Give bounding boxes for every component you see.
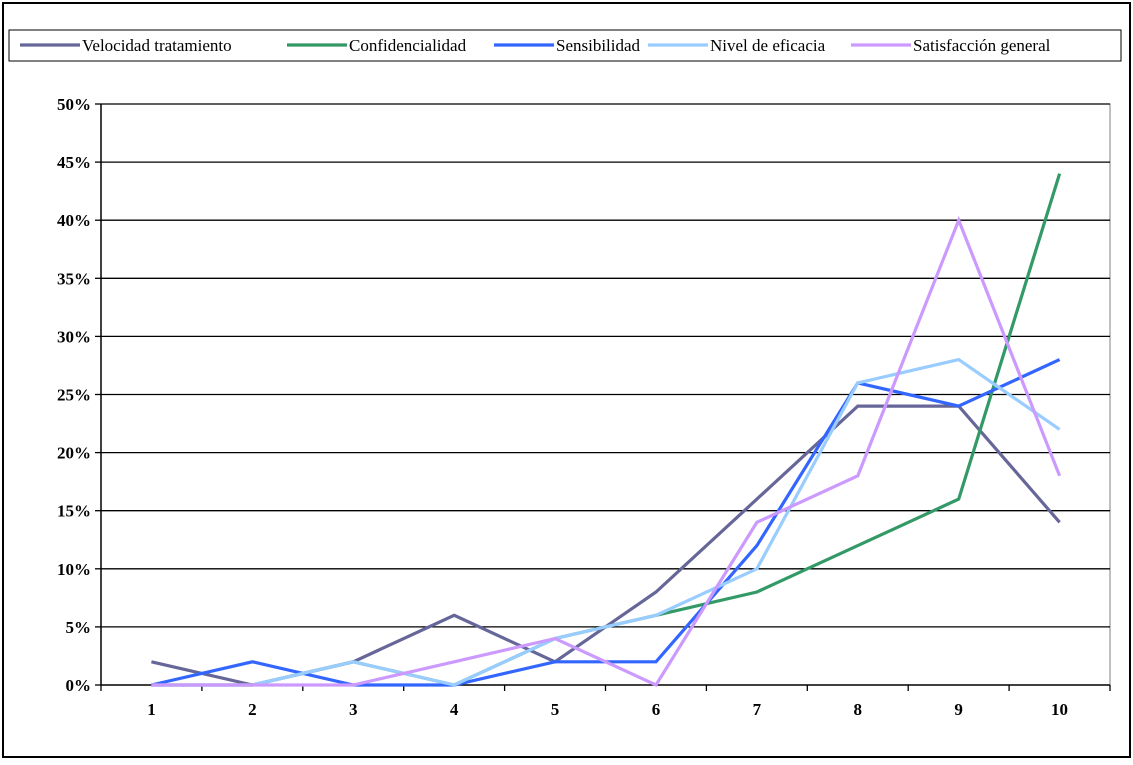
legend-box [8,29,1122,62]
y-tick-label: 40% [57,211,91,230]
x-tick-label: 10 [1051,700,1068,719]
x-tick-label: 7 [753,700,762,719]
y-tick-label: 0% [66,676,92,695]
y-tick-label: 25% [57,386,91,405]
x-tick-label: 9 [954,700,963,719]
y-axis: 0% 5% 10% 15% 20% 25% 30% 35% 40% 45% 50% [57,95,101,695]
x-tick-label: 5 [551,700,560,719]
y-tick-label: 30% [57,327,91,346]
y-tick-label: 15% [57,502,91,521]
x-axis: 1 2 3 4 5 6 7 8 9 10 [100,104,1111,719]
legend-label: Confidencialidad [349,36,467,55]
x-tick-label: 8 [854,700,863,719]
y-tick-label: 20% [57,444,91,463]
y-tick-label: 5% [66,618,92,637]
legend-label: Nivel de eficacia [710,36,826,55]
x-tick-label: 6 [652,700,661,719]
legend-entry: Sensibilidad [494,36,641,55]
legend-entry: Confidencialidad [287,36,467,55]
y-tick-label: 45% [57,153,91,172]
y-tick-label: 50% [57,95,91,114]
legend-entry: Velocidad tratamiento [20,36,232,55]
y-tick-label: 10% [57,560,91,579]
x-tick-label: 4 [450,700,459,719]
x-tick-label: 1 [147,700,156,719]
y-tick-label: 35% [57,269,91,288]
gridlines [101,103,1110,628]
series-line-4 [151,357,1061,687]
legend-entry: Satisfacción general [851,36,1051,55]
x-tick-label: 2 [248,700,257,719]
legend-label: Sensibilidad [556,36,641,55]
legend: Velocidad tratamiento Confidencialidad Sen… [20,36,1051,55]
x-tick-label: 3 [349,700,358,719]
series-line-5 [151,215,1062,688]
legend-label: Satisfacción general [913,36,1051,55]
series-lines [151,173,1062,688]
legend-label: Velocidad tratamiento [82,36,232,55]
legend-entry: Nivel de eficacia [648,36,826,55]
